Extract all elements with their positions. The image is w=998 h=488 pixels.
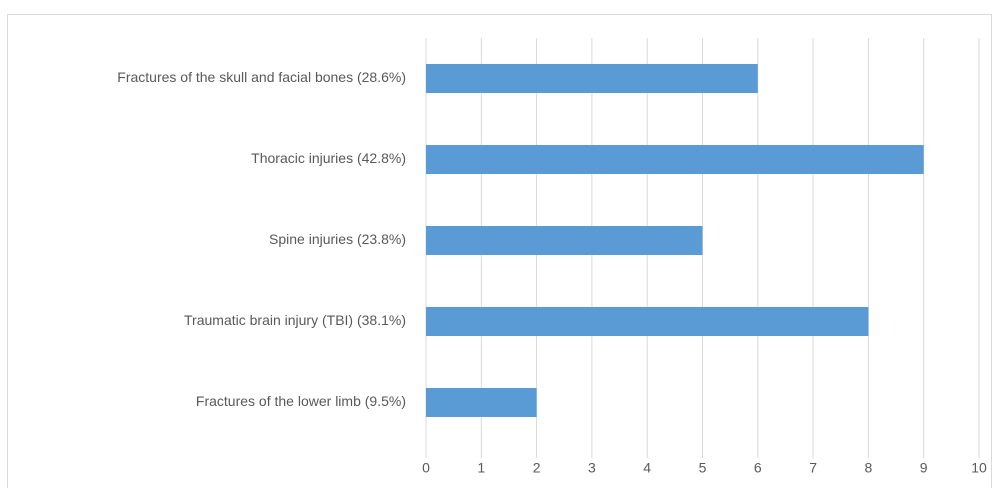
x-tick-label: 3	[588, 460, 596, 476]
bar	[426, 64, 758, 93]
bar	[426, 226, 703, 255]
x-tick-label: 8	[865, 460, 873, 476]
y-tick-label: Fractures of the lower limb (9.5%)	[196, 393, 406, 409]
bar	[426, 145, 924, 174]
x-tick-label: 4	[643, 460, 651, 476]
y-tick-label: Spine injuries (23.8%)	[269, 231, 406, 247]
x-tick-label: 1	[477, 460, 485, 476]
x-tick-label: 0	[422, 460, 430, 476]
bar	[426, 307, 869, 336]
y-tick-label: Traumatic brain injury (TBI) (38.1%)	[184, 312, 406, 328]
y-tick-label: Thoracic injuries (42.8%)	[251, 150, 406, 166]
y-tick-label: Fractures of the skull and facial bones …	[117, 69, 406, 85]
x-tick-label: 5	[699, 460, 707, 476]
x-tick-label: 7	[809, 460, 817, 476]
bar	[426, 388, 537, 417]
x-tick-label: 2	[533, 460, 541, 476]
x-tick-label: 6	[754, 460, 762, 476]
x-tick-label: 10	[971, 460, 987, 476]
x-tick-label: 9	[920, 460, 928, 476]
